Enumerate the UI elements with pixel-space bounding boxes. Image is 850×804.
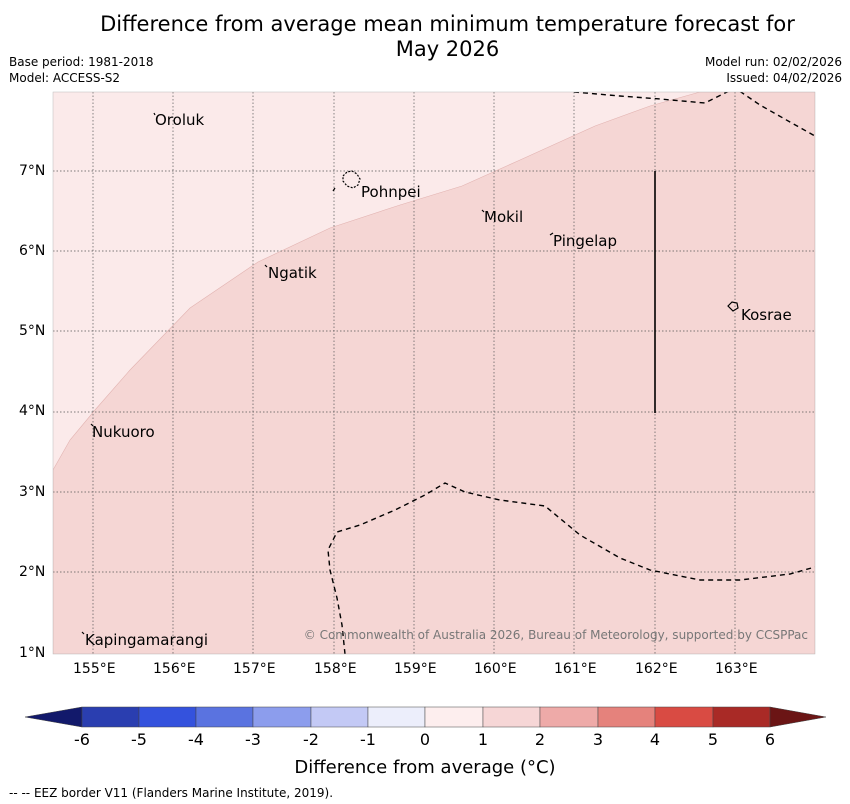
lat-label-6n: 6°N [19,243,46,259]
model-run: Model run: 02/02/2026 [704,55,842,69]
lon-label-157e: 157°E [233,661,276,677]
lat-label-4n: 4°N [19,403,46,419]
colorbar-extend-high [769,706,827,728]
colorbar-segment [138,706,197,728]
place-pingelap: Pingelap [553,232,618,250]
colorbar-label: Difference from average (°C) [294,757,556,778]
island-outlines [81,112,739,635]
place-mokil: Mokil [484,208,524,226]
metadata-right: Model run: 02/02/2026 Issued: 04/02/2026 [705,54,842,86]
colorbar-segment [367,706,426,728]
colorbar-tick: -4 [188,730,204,749]
map-frame [52,91,816,655]
lon-label-160e: 160°E [474,661,517,677]
lon-label-159e: 159°E [394,661,437,677]
pohnpei-islet [332,187,336,192]
colorbar-segment [597,706,656,728]
place-oroluk: Oroluk [155,111,205,129]
lon-label-156e: 156°E [153,661,196,677]
colorbar-segment [81,706,140,728]
place-ngatik: Ngatik [268,264,317,282]
colorbar-tick: -2 [303,730,319,749]
base-period: Base period: 1981-2018 [9,55,154,69]
anomaly-zone-1-2 [53,92,815,654]
lat-label-5n: 5°N [19,323,46,339]
kosrae-outline [727,301,739,312]
place-kapingamarangi: Kapingamarangi [85,631,209,649]
lat-label-3n: 3°N [19,484,46,500]
colorbar-tick: -5 [131,730,147,749]
map-title: Difference from average mean minimum tem… [0,12,850,62]
colorbar-tick: 1 [477,730,489,749]
colorbar-tick: 5 [707,730,719,749]
title-line-2: May 2026 [395,37,500,61]
eez-borders [327,92,815,654]
map-area [53,92,815,654]
copyright-notice: © Commonwealth of Australia 2026, Bureau… [303,628,808,642]
colorbar-segment [310,706,369,728]
lon-label-162e: 162°E [635,661,678,677]
issued-date: Issued: 04/02/2026 [726,71,842,85]
eez-legend-note: -- -- EEZ border V11 (Flanders Marine In… [9,786,334,800]
colorbar-segment [195,706,254,728]
colorbar-tick: 4 [649,730,661,749]
colorbar-tick: -1 [360,730,376,749]
colorbar-tick: 6 [764,730,776,749]
colorbar [24,706,827,728]
pohnpei-outline [342,170,361,189]
lon-label-155e: 155°E [73,661,116,677]
colorbar-segment [424,706,484,728]
colorbar-tick: 0 [419,730,431,749]
model-name: Model: ACCESS-S2 [9,71,121,85]
lon-label-158e: 158°E [314,661,357,677]
colorbar-tick: -3 [245,730,261,749]
colorbar-extend-low [24,706,83,728]
lat-label-1n: 1°N [19,645,46,661]
lat-label-2n: 2°N [19,564,46,580]
colorbar-segment [539,706,599,728]
place-nukuoro: Nukuoro [92,423,155,441]
colorbar-tick: -6 [74,730,90,749]
colorbar-segment [482,706,541,728]
colorbar-tick: 2 [534,730,546,749]
lon-label-163e: 163°E [715,661,758,677]
lon-label-161e: 161°E [554,661,597,677]
place-pohnpei: Pohnpei [361,183,421,201]
colorbar-tick: 3 [592,730,604,749]
colorbar-segment [712,706,771,728]
title-line-1: Difference from average mean minimum tem… [100,12,795,36]
lat-label-7n: 7°N [19,163,46,179]
colorbar-segment [654,706,714,728]
metadata-left: Base period: 1981-2018 Model: ACCESS-S2 [9,54,154,86]
place-kosrae: Kosrae [741,306,792,324]
colorbar-segment [252,706,312,728]
